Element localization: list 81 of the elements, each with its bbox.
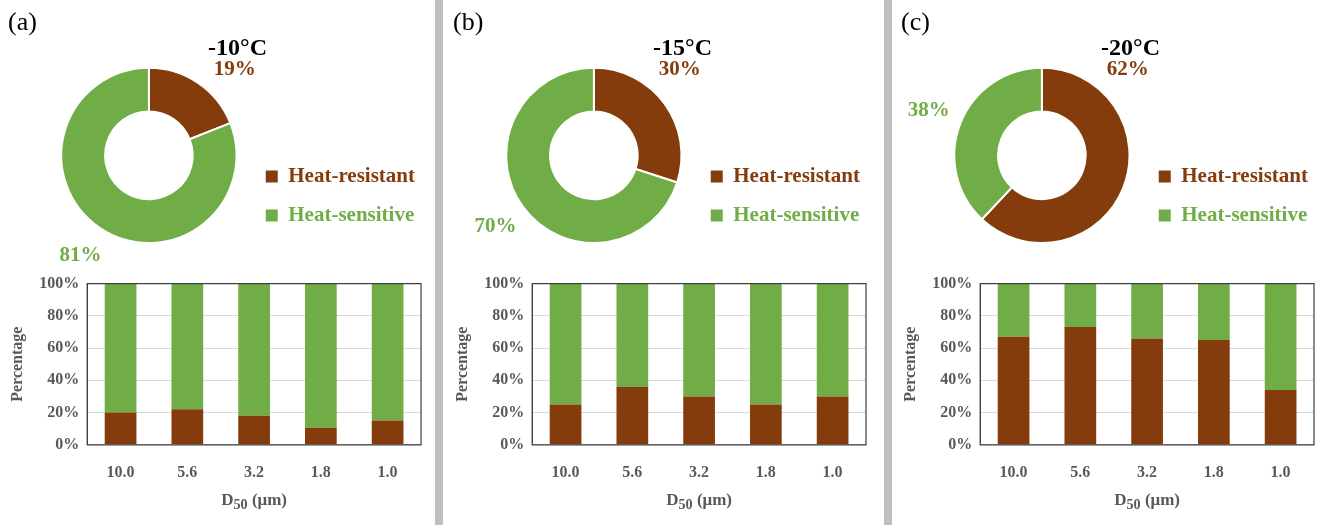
y-tick-label: 60% xyxy=(940,338,973,356)
x-tick-label: 3.2 xyxy=(1137,462,1158,480)
y-tick-label: 40% xyxy=(47,370,80,388)
bar xyxy=(1064,327,1097,445)
bar xyxy=(1264,283,1297,390)
bar xyxy=(104,412,137,445)
bar xyxy=(371,283,404,421)
bar xyxy=(616,386,649,445)
bar xyxy=(683,396,715,445)
y-tick-label: 20% xyxy=(492,402,525,420)
bar xyxy=(549,283,582,405)
x-tick-label: 1.0 xyxy=(1270,462,1291,480)
bar xyxy=(549,404,582,445)
x-tick-label: 10.0 xyxy=(999,462,1028,480)
x-axis-title: D$_{50}$ (μm) xyxy=(665,490,733,514)
bar xyxy=(1198,283,1230,341)
x-tick-label: 1.8 xyxy=(1203,462,1224,480)
y-tick-label: 0% xyxy=(500,434,525,452)
text: (a) xyxy=(8,6,37,36)
y-tick-label: 60% xyxy=(47,338,80,356)
x-tick-label: 5.6 xyxy=(177,462,198,480)
x-tick-label: 1.8 xyxy=(310,462,331,480)
bar xyxy=(305,283,337,428)
bar xyxy=(1064,283,1097,328)
bar xyxy=(750,404,782,445)
x-tick-label: 1.0 xyxy=(822,462,843,480)
x-tick-label: 1.0 xyxy=(377,462,398,480)
bar xyxy=(750,283,782,405)
text: (b) xyxy=(453,6,484,36)
y-tick-label: 100% xyxy=(932,273,973,291)
x-axis-title: D$_{50}$ (μm) xyxy=(220,490,288,514)
y-tick-label: 0% xyxy=(55,434,80,452)
bar xyxy=(816,396,849,445)
legend-label: Heat-resistant xyxy=(733,162,861,187)
x-tick-label: 10.0 xyxy=(106,462,135,480)
data-label: 38% xyxy=(907,97,950,122)
bar xyxy=(616,283,649,387)
y-tick-label: 80% xyxy=(47,305,80,323)
bar xyxy=(1264,389,1297,445)
legend-label: Heat-sensitive xyxy=(1181,201,1308,226)
x-axis-title: D$_{50}$ (μm) xyxy=(1113,490,1181,514)
bar xyxy=(104,283,137,413)
bar xyxy=(683,283,715,397)
x-tick-label: 3.2 xyxy=(244,462,265,480)
legend-label: Heat-sensitive xyxy=(288,201,415,226)
y-tick-label: 80% xyxy=(492,305,525,323)
legend-label: Heat-resistant xyxy=(288,162,416,187)
bar xyxy=(1131,338,1163,445)
y-axis-title: Percentage xyxy=(900,326,919,402)
bar xyxy=(1131,283,1163,339)
y-tick-label: 100% xyxy=(39,273,80,291)
x-tick-label: 3.2 xyxy=(689,462,710,480)
x-tick-label: 1.8 xyxy=(755,462,776,480)
bar xyxy=(997,283,1030,337)
data-label: 70% xyxy=(474,213,517,238)
legend-label: Heat-resistant xyxy=(1181,162,1309,187)
legend-label: Heat-sensitive xyxy=(733,201,860,226)
bar xyxy=(238,415,270,445)
y-tick-label: 40% xyxy=(940,370,973,388)
bar xyxy=(238,283,270,416)
y-tick-label: 0% xyxy=(948,434,973,452)
y-tick-label: 20% xyxy=(47,402,80,420)
bar xyxy=(171,409,204,445)
bar xyxy=(371,420,404,445)
bar xyxy=(305,427,337,445)
y-tick-label: 80% xyxy=(940,305,973,323)
data-label: 81% xyxy=(59,242,102,267)
x-tick-label: 5.6 xyxy=(1070,462,1091,480)
bar xyxy=(171,283,204,410)
x-tick-label: 5.6 xyxy=(622,462,643,480)
bar xyxy=(997,336,1030,445)
text: (c) xyxy=(901,6,930,36)
x-tick-label: 10.0 xyxy=(551,462,580,480)
y-tick-label: 100% xyxy=(484,273,525,291)
y-tick-label: 40% xyxy=(492,370,525,388)
bar xyxy=(1198,340,1230,445)
y-tick-label: 60% xyxy=(492,338,525,356)
y-axis-title: Percentage xyxy=(452,326,471,402)
y-axis-title: Percentage xyxy=(7,326,26,402)
y-tick-label: 20% xyxy=(940,402,973,420)
bar xyxy=(816,283,849,397)
